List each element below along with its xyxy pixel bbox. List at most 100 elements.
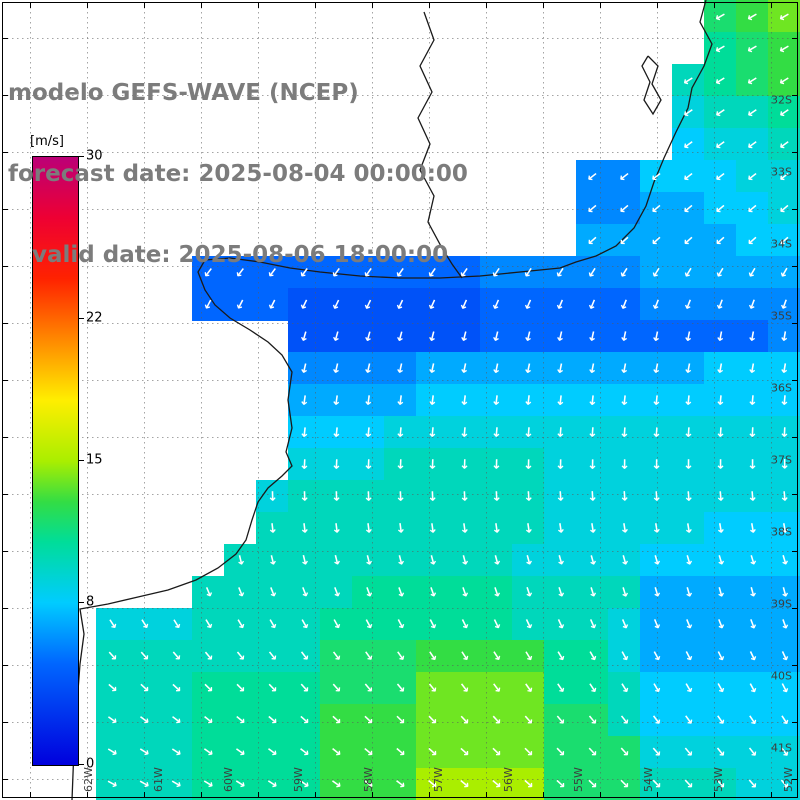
- wind-arrow: →: [295, 584, 313, 600]
- wind-arrow: →: [710, 679, 730, 697]
- wind-field-cell: [288, 736, 321, 769]
- wind-arrow: →: [551, 329, 569, 343]
- wind-arrow: →: [775, 166, 793, 186]
- wind-field-cell: [640, 320, 673, 353]
- wind-field-cell: [608, 736, 641, 769]
- wind-arrow: →: [742, 647, 762, 665]
- wind-arrow: →: [614, 679, 634, 697]
- wind-field-cell: [352, 672, 385, 705]
- wind-arrow: →: [647, 361, 665, 375]
- frame-tick-right: [792, 152, 798, 153]
- wind-field-cell: [640, 160, 673, 193]
- wind-field-cell: [672, 448, 705, 481]
- wind-field-cell: [576, 192, 609, 225]
- wind-field-cell: [768, 640, 800, 673]
- wind-arrow: →: [710, 230, 730, 250]
- wind-arrow: →: [646, 679, 666, 697]
- wind-arrow: →: [550, 679, 570, 697]
- wind-field-cell: [608, 640, 641, 673]
- wind-field-cell: [480, 320, 513, 353]
- lat-label: 32S: [771, 93, 792, 107]
- wind-arrow: →: [486, 742, 506, 762]
- wind-field-cell: [672, 64, 705, 97]
- wind-arrow: →: [583, 584, 601, 600]
- frame-tick-bottom: [258, 792, 259, 798]
- wind-field-cell: [704, 0, 737, 33]
- wind-field-cell: [288, 640, 321, 673]
- wind-arrow: →: [648, 458, 664, 470]
- grid-line-horizontal: [2, 608, 798, 609]
- wind-arrow: →: [326, 678, 346, 698]
- wind-arrow: →: [167, 774, 185, 794]
- wind-field-cell: [640, 512, 673, 545]
- wind-field-cell: [224, 640, 257, 673]
- wind-field-cell: [544, 512, 577, 545]
- wind-field-cell: [416, 672, 449, 705]
- wind-field-cell: [448, 608, 481, 641]
- wind-arrow: →: [391, 584, 409, 600]
- wind-field-cell: [704, 320, 737, 353]
- wind-field-cell: [160, 768, 193, 800]
- wind-arrow: →: [519, 552, 537, 568]
- wind-arrow: →: [775, 552, 793, 568]
- wind-field-cell: [768, 576, 800, 609]
- lat-label: 39S: [771, 597, 792, 611]
- wind-field-cell: [608, 768, 641, 800]
- wind-field-cell: [288, 352, 321, 385]
- grid-line-horizontal: [2, 722, 798, 723]
- wind-arrow: →: [582, 711, 602, 729]
- wind-field-cell: [640, 608, 673, 641]
- wind-arrow: →: [296, 490, 312, 502]
- wind-field-cell: [384, 352, 417, 385]
- wind-arrow: →: [166, 615, 186, 633]
- wind-field-cell: [96, 768, 129, 800]
- wind-arrow: →: [390, 647, 410, 665]
- wind-arrow: →: [295, 393, 313, 407]
- wind-arrow: →: [775, 134, 793, 154]
- wind-field-cell: [512, 768, 545, 800]
- wind-field-cell: [96, 672, 129, 705]
- wind-field-cell: [128, 768, 161, 800]
- wind-arrow: →: [327, 425, 345, 439]
- wind-arrow: →: [678, 711, 698, 729]
- wind-field-cell: [160, 704, 193, 737]
- wind-arrow: →: [743, 166, 761, 186]
- wind-arrow: →: [712, 458, 728, 470]
- wind-field-cell: [704, 640, 737, 673]
- wind-field-cell: [320, 704, 353, 737]
- wind-field-cell: [576, 448, 609, 481]
- wind-field-cell: [384, 640, 417, 673]
- title-model: modelo GEFS-WAVE (NCEP): [8, 80, 359, 106]
- wind-arrow: →: [424, 458, 440, 470]
- wind-field-cell: [736, 704, 769, 737]
- frame-tick-left: [2, 722, 8, 723]
- wind-arrow: →: [616, 426, 632, 438]
- wind-field-cell: [384, 384, 417, 417]
- frame-tick-top: [201, 2, 202, 8]
- wind-field-cell: [736, 160, 769, 193]
- wind-arrow: →: [711, 134, 729, 154]
- wind-field-cell: [224, 576, 257, 609]
- grid-line-vertical: [600, 2, 601, 798]
- wind-arrow: →: [422, 679, 442, 697]
- lagoon-outline: [641, 55, 662, 116]
- wind-arrow: →: [359, 393, 377, 407]
- wind-field-cell: [640, 704, 673, 737]
- wind-arrow: →: [263, 584, 281, 600]
- frame-tick-right: [792, 95, 798, 96]
- wind-field-cell: [480, 512, 513, 545]
- wind-arrow: →: [519, 584, 537, 600]
- wind-arrow: →: [679, 521, 697, 535]
- wind-field-cell: [352, 352, 385, 385]
- wind-field-cell: [576, 256, 609, 289]
- wind-field-cell: [192, 768, 225, 800]
- wind-field-cell: [608, 672, 641, 705]
- wind-field-cell: [416, 608, 449, 641]
- wind-arrow: →: [711, 296, 729, 312]
- wind-arrow: →: [359, 774, 377, 794]
- wind-field-cell: [736, 544, 769, 577]
- frame-tick-top: [87, 2, 88, 8]
- wind-arrow: →: [647, 584, 665, 600]
- wind-arrow: →: [582, 263, 602, 281]
